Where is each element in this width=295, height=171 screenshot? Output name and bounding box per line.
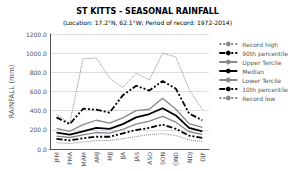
svg-text:Record low: Record low <box>242 95 275 102</box>
svg-text:DJF: DJF <box>199 151 207 161</box>
svg-text:1200.0: 1200.0 <box>26 31 47 38</box>
svg-text:RAINFALL (mm): RAINFALL (mm) <box>8 64 16 118</box>
svg-text:Record high: Record high <box>242 41 278 49</box>
svg-text:JAS: JAS <box>133 152 141 163</box>
svg-text:400.0: 400.0 <box>30 107 47 114</box>
svg-text:ST KITTS - SEASONAL RAINFALL: ST KITTS - SEASONAL RAINFALL <box>76 7 219 16</box>
svg-text:200.0: 200.0 <box>30 126 47 133</box>
svg-text:800.0: 800.0 <box>30 69 47 76</box>
svg-text:600.0: 600.0 <box>30 88 47 95</box>
svg-text:90th percentile: 90th percentile <box>242 50 288 58</box>
svg-text:10th percentile: 10th percentile <box>242 86 288 94</box>
svg-text:FMA: FMA <box>66 151 73 165</box>
svg-text:SON: SON <box>159 152 166 165</box>
svg-text:1000.0: 1000.0 <box>26 50 47 57</box>
svg-text:Median: Median <box>242 68 264 75</box>
svg-text:MAM: MAM <box>80 152 87 166</box>
svg-text:JJA: JJA <box>119 151 127 160</box>
svg-text:ASO: ASO <box>146 152 153 165</box>
svg-text:AMJ: AMJ <box>93 152 101 163</box>
svg-text:MJJ: MJJ <box>106 152 114 161</box>
svg-text:OND: OND <box>172 152 179 166</box>
svg-text:Lower Tercile: Lower Tercile <box>242 77 281 84</box>
svg-text:JFM: JFM <box>53 152 61 163</box>
svg-text:NDJ: NDJ <box>186 152 194 163</box>
svg-text:Upper Tercile: Upper Tercile <box>242 59 281 67</box>
svg-text:(Location: 17.2°N, 62.1°W; Per: (Location: 17.2°N, 62.1°W; Period of rec… <box>63 19 232 26</box>
svg-text:0.0: 0.0 <box>37 146 47 153</box>
